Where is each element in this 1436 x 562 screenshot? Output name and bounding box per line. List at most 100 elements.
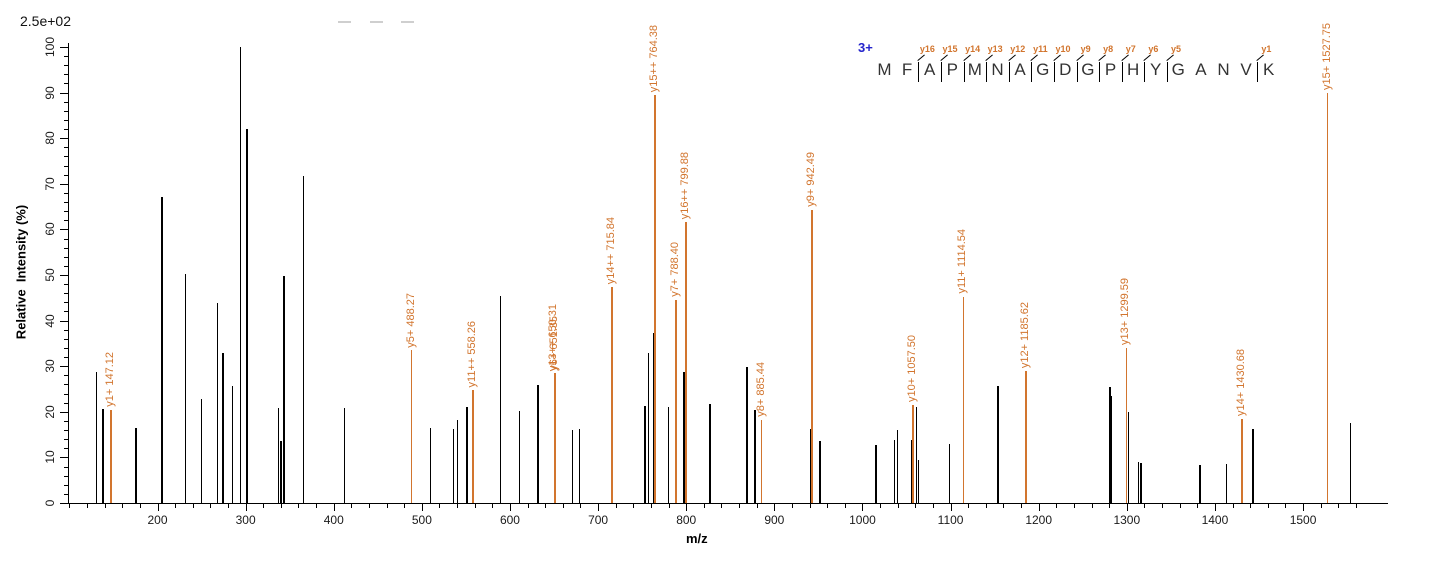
y-major-tick [60,47,68,48]
spectrum-peak [948,444,951,503]
spectrum-peak [518,410,521,503]
y-ion-peak-label: y13+ 1299.59 [1119,277,1132,345]
peptide-residue: A [1014,60,1026,79]
x-minor-tick [1003,504,1005,508]
y-ion-peak-label: y6+ 651.35 [548,315,561,371]
spectrum-peak [429,428,432,503]
x-tick-label: 700 [588,513,609,527]
y-tick-label: 20 [43,405,57,419]
y-ion-peak [1241,418,1243,503]
x-tick-label: 1400 [1201,513,1229,527]
x-major-tick [1038,504,1040,511]
peptide-residue: A [1195,60,1207,79]
y-minor-tick [64,247,68,249]
x-minor-tick [562,504,564,508]
y-minor-tick [64,56,68,58]
y-ion-peak-label: y14++ 715.84 [605,216,618,284]
spectrum-peak [819,441,821,503]
y-tick-label: 50 [43,268,57,282]
x-minor-tick [1250,504,1252,508]
x-minor-tick [968,504,970,508]
y-major-tick [60,92,68,94]
y-minor-tick [64,384,68,386]
watermark-dash [401,21,414,23]
x-minor-tick [351,504,353,508]
spectrum-peak [667,407,670,503]
peptide-residue: G [1171,60,1185,79]
y-tick-label: 40 [43,313,57,328]
spectrum-peak [95,372,98,503]
fragment-marker-label: y5 [1170,44,1182,54]
y-minor-tick [64,202,68,204]
y-tick-label: 100 [43,36,57,58]
spectrum-peak [746,367,748,503]
y-ion-peak [553,374,556,503]
y-minor-tick [64,375,68,377]
fragment-marker-label: y11 [1033,44,1048,54]
spectrum-peak [683,371,685,503]
spectrum-peak [231,385,234,503]
x-minor-tick [756,504,758,508]
spectrum-peak [499,295,502,503]
fragment-marker-line [1008,62,1010,82]
y-minor-tick [64,156,68,158]
peptide-residue: G [1081,60,1095,79]
peptide-residue: N [1217,60,1230,79]
y-tick-label: 30 [43,359,57,373]
spectrum-peak [283,275,285,503]
spectrum-peak [1252,428,1254,503]
y-ion-peak [554,373,556,503]
y-ion-peak [760,420,763,503]
peptide-residue: H [1126,60,1140,79]
y-ion-peak [811,209,813,503]
y-ion-peak-label: y8+ 885.44 [754,362,767,418]
spectrum-peak [1349,423,1352,503]
y-ion-peak-label: y14+ 1430.68 [1234,348,1247,416]
x-minor-tick [298,504,300,508]
x-major-tick [598,504,600,511]
x-major-tick [157,504,159,511]
spectrum-peak [1140,462,1142,503]
y-ion-peak [1025,370,1027,503]
y-minor-tick [64,220,68,222]
spectrum-peak [911,440,913,503]
x-axis-line [63,503,1388,504]
spectrum-peak [653,332,655,503]
x-major-tick [774,504,776,511]
peptide-residue: V [1240,60,1252,79]
fragment-marker-line [1076,62,1078,82]
fragment-marker-label: y13 [987,44,1003,54]
spectrum-peak [893,440,896,503]
x-major-tick [1303,504,1305,511]
y-tick-label: 90 [43,85,57,100]
x-minor-tick [1320,504,1322,508]
fragment-marker-label: y16 [919,44,935,54]
peptide-residue: P [946,60,958,79]
x-major-tick [1214,504,1216,511]
y-ion-peak-label: y11+ 1114.54 [956,229,969,294]
y-ion-peak [912,405,914,503]
y-major-tick [60,503,68,504]
spectrum-peak [1225,464,1228,503]
x-major-tick [421,504,423,511]
x-minor-tick [404,504,406,508]
x-major-tick [686,504,688,511]
fragment-marker-line [1031,62,1033,82]
spectrum-peak [997,385,999,503]
x-minor-tick [1338,504,1340,508]
peptide-residue: D [1059,60,1072,79]
y-minor-tick [64,129,68,131]
y-ion-peak-label: y7+ 788.40 [668,242,681,298]
x-minor-tick [474,504,476,508]
spectrum-peak [875,445,877,503]
x-minor-tick [1285,504,1287,508]
y-major-tick [60,138,68,140]
x-minor-tick [122,504,124,508]
y-minor-tick [64,493,68,495]
y-minor-tick [64,83,68,85]
y-ion-peak [1326,92,1329,503]
y-minor-tick [64,484,68,486]
x-major-tick [333,504,335,511]
spectrum-peak [571,430,574,503]
peptide-residue: F [901,60,913,79]
